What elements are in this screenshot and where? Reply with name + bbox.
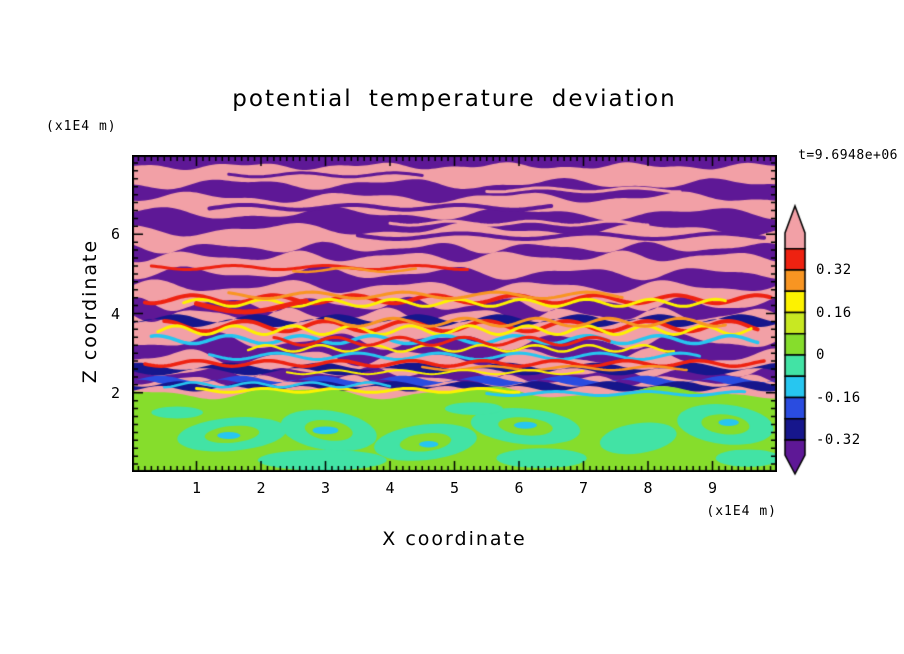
- y-axis-label: Z coordinate: [79, 238, 101, 384]
- chart-title: potential temperature deviation: [232, 86, 677, 112]
- x-tick-label: 2: [256, 479, 266, 497]
- contour-plot: [132, 155, 777, 472]
- z-tick-label: 6: [110, 225, 120, 244]
- z-tick-label: 2: [110, 383, 120, 402]
- x-tick-label: 9: [707, 479, 718, 497]
- time-annotation: t=9.6948e+06: [798, 148, 898, 163]
- colorbar-tick-label: -0.32: [816, 432, 861, 448]
- colorbar: [783, 203, 809, 485]
- colorbar-tick-label: 0.16: [816, 304, 852, 321]
- x-tick-label: 3: [320, 479, 331, 497]
- x-tick-label: 5: [449, 479, 460, 497]
- colorbar-tick-label: 0.32: [816, 262, 852, 278]
- x-tick-label: 7: [578, 479, 589, 497]
- x-tick-label: 8: [643, 479, 653, 497]
- z-tick-label: 4: [110, 304, 120, 323]
- colorbar-tick-label: -0.16: [816, 389, 861, 406]
- x-axis-label: X coordinate: [382, 528, 527, 550]
- x-axis-units: (x1E4 m): [706, 504, 777, 519]
- y-axis-units: (x1E4 m): [46, 119, 117, 134]
- x-tick-label: 6: [514, 479, 524, 497]
- x-tick-label: 4: [385, 479, 395, 497]
- colorbar-tick-label: 0: [816, 347, 825, 363]
- x-tick-label: 1: [191, 479, 202, 497]
